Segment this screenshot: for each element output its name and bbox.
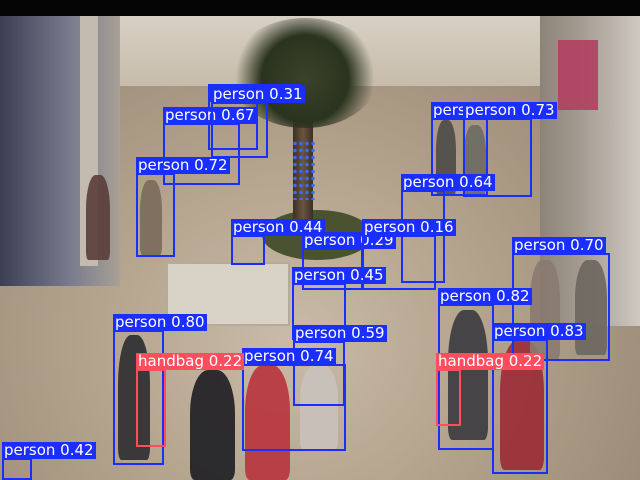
shopper [245,365,290,480]
shopper [448,310,488,440]
person-detection-box: person 0.44 [231,219,325,265]
person-detection-box: person 0.83 [492,323,586,474]
detection-label: person 0.16 [362,218,456,236]
person-detection-box: person 0.59 [293,325,387,406]
detection-label: person 0.44 [231,218,325,236]
person-detection-box: person 0.73 [463,102,557,197]
detection-label: person 0.74 [242,347,336,365]
person-detection-box: person 0.80 [113,314,207,465]
detection-label: person 0.45 [292,266,386,284]
detection-label: person 0.64 [401,173,495,191]
detection-label: person 0.70 [512,236,606,254]
detection-label: handbag 0.22 [136,352,245,370]
detection-label: person 0.82 [438,287,532,305]
detection-label: person 0.80 [113,313,207,331]
shopper [190,370,235,480]
detection-label: person 0.67 [163,106,257,124]
person-detection-box: person 0.42 [2,442,96,480]
detection-label: person 0.83 [492,322,586,340]
shopper [86,175,110,260]
person-detection-box: person 0.74 [242,348,346,451]
detection-label: person 0.59 [293,324,387,342]
shopper [530,260,560,360]
shopper [140,180,162,255]
detection-label: person 0.42 [2,441,96,459]
person-detection-box: person 0.16 [362,219,456,290]
store-sign [558,40,598,110]
person-detection-box: person 0.72 [136,157,230,257]
person-detection-box: person 0.82 [438,288,532,450]
detection-label: person 0.73 [463,101,557,119]
detection-label: handbag 0.22 [436,352,545,370]
shopper [300,365,338,450]
tree-lights [292,140,316,200]
top-black-bar [0,0,640,16]
detection-label: person 0.31 [211,85,305,103]
handbag-detection-box: handbag 0.22 [136,353,245,447]
person-detection-box: person 0.67 [163,107,257,185]
person-detection-box: person 0.70 [512,237,610,361]
person-detection-box: person 0.31 [211,86,305,158]
detection-label: person 0.72 [136,156,230,174]
person-detection-box: person 0.45 [292,267,386,340]
handbag-detection-box: handbag 0.22 [436,353,545,426]
